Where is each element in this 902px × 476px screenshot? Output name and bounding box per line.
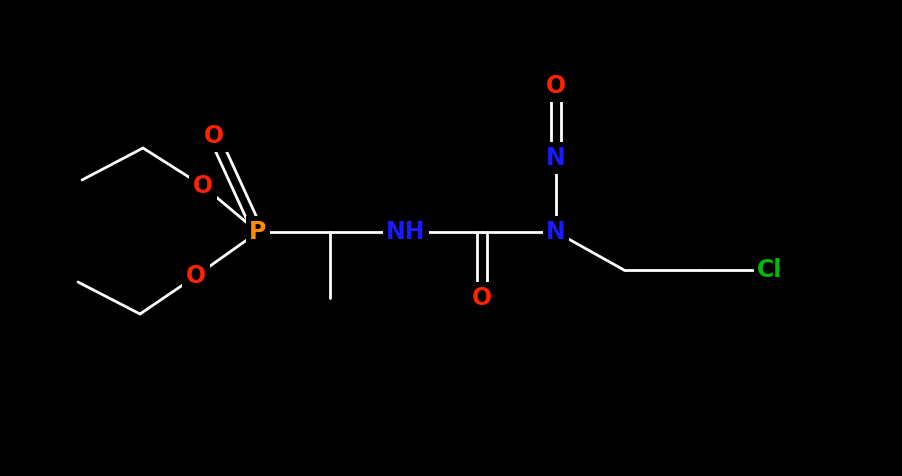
Text: O: O [193, 174, 213, 198]
Text: N: N [546, 220, 566, 244]
Text: P: P [249, 220, 267, 244]
Text: O: O [186, 264, 206, 288]
Text: O: O [546, 74, 566, 98]
Text: Cl: Cl [758, 258, 783, 282]
Text: O: O [204, 124, 224, 148]
Text: N: N [546, 146, 566, 170]
Text: O: O [472, 286, 492, 310]
Text: NH: NH [386, 220, 426, 244]
